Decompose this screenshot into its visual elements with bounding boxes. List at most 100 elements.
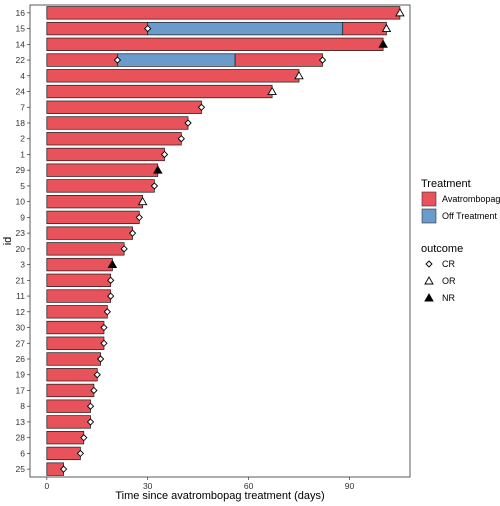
y-tick-label-26: 26 [16,354,26,364]
legend-or-triangle-icon [424,276,434,285]
y-tick-label-11: 11 [16,291,25,301]
marker-cr-id-25-31 [59,465,68,473]
x-tick-label-30: 30 [143,481,153,491]
marker-or-id-10-14 [137,196,148,206]
x-tick-label-0: 0 [44,481,49,491]
y-tick-label-7: 7 [20,102,25,112]
bar-id-22-seg-7 [234,53,323,67]
y-tick-label-21: 21 [16,275,26,285]
bar-id-29-seg-14 [46,163,159,177]
legend-label-off-treatment: Off Treatment [442,211,497,221]
bar-id-28-seg-31 [46,431,85,445]
marker-cr-id-1-11 [160,150,169,159]
y-tick-label-28: 28 [16,433,26,443]
y-tick-label-8: 8 [20,401,25,411]
y-tick-label-12: 12 [16,307,26,317]
marker-cr-id-30-22 [100,323,108,332]
bar-id-17-seg-28 [46,383,95,398]
legend-swatch-avatrombopag [421,191,437,207]
x-tick-label-90: 90 [345,481,355,491]
y-tick-label-20: 20 [16,244,26,254]
x-axis-title: Time since avatrombopag treatment (days) [115,490,324,502]
bar-id-1-seg-13 [46,147,165,162]
marker-nr-id-29-12 [153,165,163,174]
bar-id-15-seg-1 [46,21,149,36]
plot-panel [29,4,411,478]
bar-id-15-seg-3 [342,21,387,36]
bar-id-2-seg-12 [46,132,182,146]
y-tick-label-2: 2 [20,134,25,144]
outcome-markers [59,7,405,473]
x-axis: 0 30 60 90 [44,477,354,491]
bar-id-12-seg-23 [46,305,108,319]
legend-outcome-title: outcome [421,243,463,255]
y-tick-label-5: 5 [20,181,25,191]
bar-id-13-seg-30 [46,415,91,429]
y-tick-label-24: 24 [16,87,26,97]
bar-id-10-seg-16 [46,195,144,209]
bar-id-9-seg-17 [46,210,140,225]
marker-cr-id-5-13 [150,182,159,190]
marker-nr-id-3-18 [107,259,118,269]
marker-cr-id-7-8 [197,103,206,111]
bar-id-22-seg-6 [117,53,236,67]
marker-or-id-4-6 [294,70,304,80]
bar-id-30-seg-24 [46,320,105,335]
y-tick-label-3: 3 [20,260,25,270]
marker-cr-id-6-30 [76,449,85,458]
y-axis-title: id [2,237,14,246]
y-tick-label-18: 18 [16,118,26,128]
y-tick-label-6: 6 [20,448,25,458]
y-tick-label-9: 9 [20,212,25,222]
marker-cr-id-11-20 [107,292,115,300]
marker-cr-id-15-1 [144,24,152,33]
marker-or-id-24-7 [267,86,277,95]
marker-cr-id-23-16 [128,229,137,237]
y-axis: 1615142242471821295109232032111123027261… [16,8,30,474]
legend-label-nr: NR [442,293,455,303]
marker-nr-id-14-3 [378,39,388,48]
marker-cr-id-13-28 [86,418,95,426]
y-tick-label-25: 25 [16,464,26,474]
y-tick-label-4: 4 [20,71,25,81]
bars-layer [46,6,401,476]
bar-id-4-seg-8 [46,69,300,83]
y-tick-label-10: 10 [16,197,26,207]
marker-cr-id-21-19 [107,276,115,284]
marker-or-id-15-2 [381,23,392,33]
y-tick-label-15: 15 [16,24,26,34]
y-tick-label-29: 29 [16,165,26,175]
y-tick-label-19: 19 [16,370,26,380]
marker-or-id-16-0 [395,7,405,17]
bar-id-21-seg-21 [46,273,112,287]
marker-cr-id-8-27 [86,402,95,410]
bar-id-15-seg-2 [147,21,344,36]
bar-id-19-seg-27 [46,368,98,382]
x-tick-label-60: 60 [244,481,254,491]
marker-cr-id-18-9 [184,119,192,127]
bar-id-26-seg-26 [46,352,101,366]
marker-cr-id-12-21 [103,308,111,316]
bar-id-23-seg-18 [46,226,133,240]
y-tick-label-14: 14 [16,39,26,49]
bar-id-16-seg-0 [46,6,401,20]
y-tick-label-16: 16 [16,8,26,18]
bar-id-14-seg-4 [46,37,384,51]
marker-cr-id-17-26 [90,386,98,395]
bar-id-8-seg-29 [46,399,91,413]
y-tick-label-22: 22 [16,55,26,65]
legend-nr-triangle-icon [424,293,434,302]
legend-treatment-title: Treatment [421,178,471,190]
y-tick-label-27: 27 [16,338,26,348]
bar-id-18-seg-11 [46,116,189,130]
bar-id-24-seg-9 [46,84,273,99]
marker-cr-id-22-5 [318,56,327,64]
marker-cr-id-26-24 [96,355,105,363]
y-tick-label-13: 13 [16,417,26,427]
bar-id-11-seg-22 [46,289,112,303]
legend-label-avatrombopag: Avatrombopag [442,194,500,204]
y-tick-label-30: 30 [16,323,26,333]
bar-id-20-seg-19 [46,242,125,256]
legend-swatch-off-treatment [421,208,437,224]
